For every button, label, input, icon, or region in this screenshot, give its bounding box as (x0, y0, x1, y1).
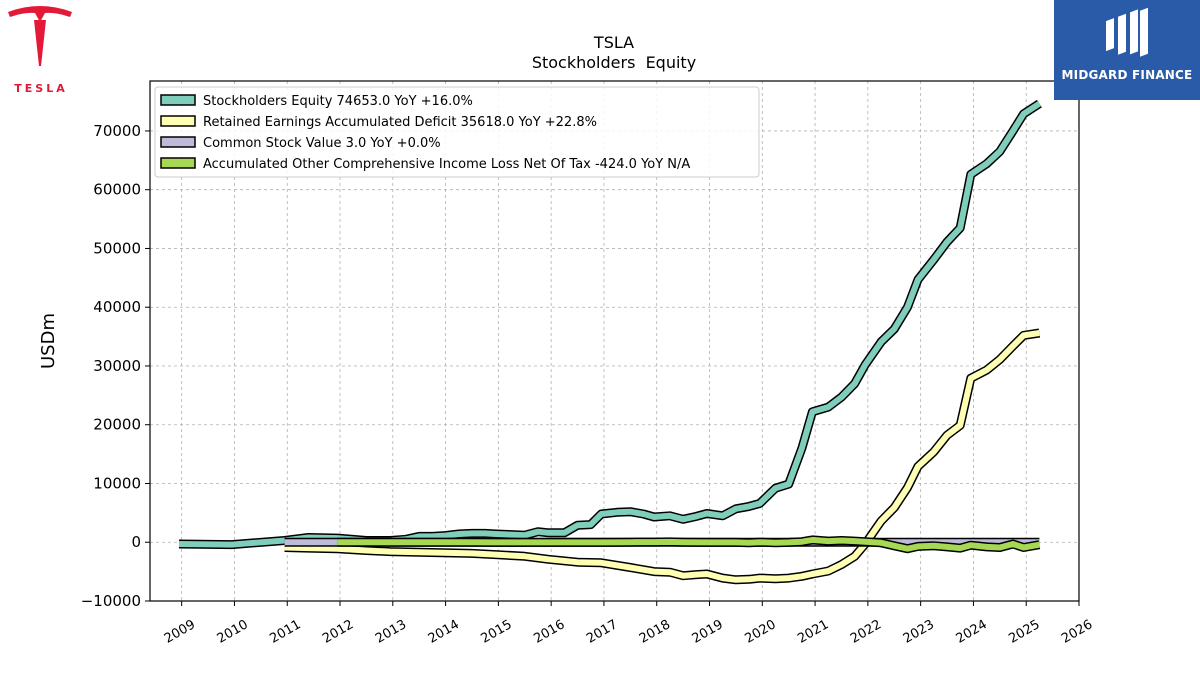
series-0-line (178, 99, 1042, 550)
chart-subtitle: Stockholders Equity (532, 53, 696, 72)
y-tick-label: 20000 (93, 416, 141, 434)
y-tick-label: 60000 (93, 181, 141, 199)
tesla-wordmark: TESLA (14, 82, 68, 95)
x-tick-label: 2023 (901, 617, 937, 647)
series-line-core (337, 536, 1040, 552)
tesla-logo (8, 6, 72, 66)
midgard-m-icon (1106, 7, 1148, 57)
x-tick-label: 2010 (215, 617, 251, 647)
tesla-t-icon (8, 6, 72, 66)
x-tick-label: 2011 (267, 617, 303, 647)
y-tick-label: 40000 (93, 298, 141, 316)
y-tick-label: 30000 (93, 357, 141, 375)
legend: Stockholders Equity 74653.0 YoY +16.0% Re… (154, 86, 760, 178)
x-tick-label: 2016 (531, 617, 567, 647)
y-tick-label: 10000 (93, 474, 141, 492)
legend-label: Stockholders Equity 74653.0 YoY +16.0% (203, 94, 473, 109)
y-axis-label: USDm (38, 313, 59, 369)
y-axis: −10000 0 10000 20000 30000 40000 50000 60000 700… (81, 122, 150, 610)
legend-swatch (160, 94, 196, 106)
legend-label: Retained Earnings Accumulated Deficit 35… (203, 115, 597, 130)
chart-title: TSLA (593, 33, 634, 52)
x-tick-label: 2022 (848, 617, 884, 647)
x-tick-label: 2020 (742, 617, 778, 647)
x-tick-label: 2015 (479, 617, 515, 647)
x-tick-label: 2026 (1059, 617, 1095, 647)
x-tick-label: 2017 (584, 617, 620, 647)
series-line-core (178, 101, 1042, 548)
series-lines (178, 99, 1042, 585)
y-tick-label: 70000 (93, 122, 141, 140)
y-tick-label: −10000 (81, 592, 141, 610)
legend-swatch (160, 115, 196, 127)
x-tick-label: 2021 (795, 617, 831, 647)
series-3-line (337, 535, 1041, 554)
legend-label: Accumulated Other Comprehensive Income L… (203, 157, 690, 172)
legend-label: Common Stock Value 3.0 YoY +0.0% (203, 136, 441, 151)
x-tick-label: 2019 (690, 617, 726, 647)
x-tick-label: 2012 (320, 617, 356, 647)
legend-swatch (160, 157, 196, 169)
series-line-core (284, 330, 1040, 583)
plot-frame (149, 80, 1080, 602)
midgard-finance-wordmark: MIDGARD FINANCE (1061, 68, 1193, 82)
x-tick-label: 2013 (373, 617, 409, 647)
legend-swatch (160, 136, 196, 148)
legend-box (154, 86, 760, 178)
series-1-line (284, 328, 1041, 585)
midgard-finance-logo: MIDGARD FINANCE (1054, 0, 1200, 100)
y-tick-label: 0 (131, 533, 141, 551)
x-tick-label: 2014 (426, 617, 462, 647)
x-axis: 2009 2010 2011 2012 2013 2014 2015 2016 2017 2018… (162, 601, 1095, 647)
x-tick-label: 2018 (637, 617, 673, 647)
x-tick-label: 2025 (1006, 617, 1042, 647)
x-tick-label: 2009 (162, 617, 198, 647)
x-tick-label: 2024 (954, 617, 990, 647)
y-tick-label: 50000 (93, 239, 141, 257)
